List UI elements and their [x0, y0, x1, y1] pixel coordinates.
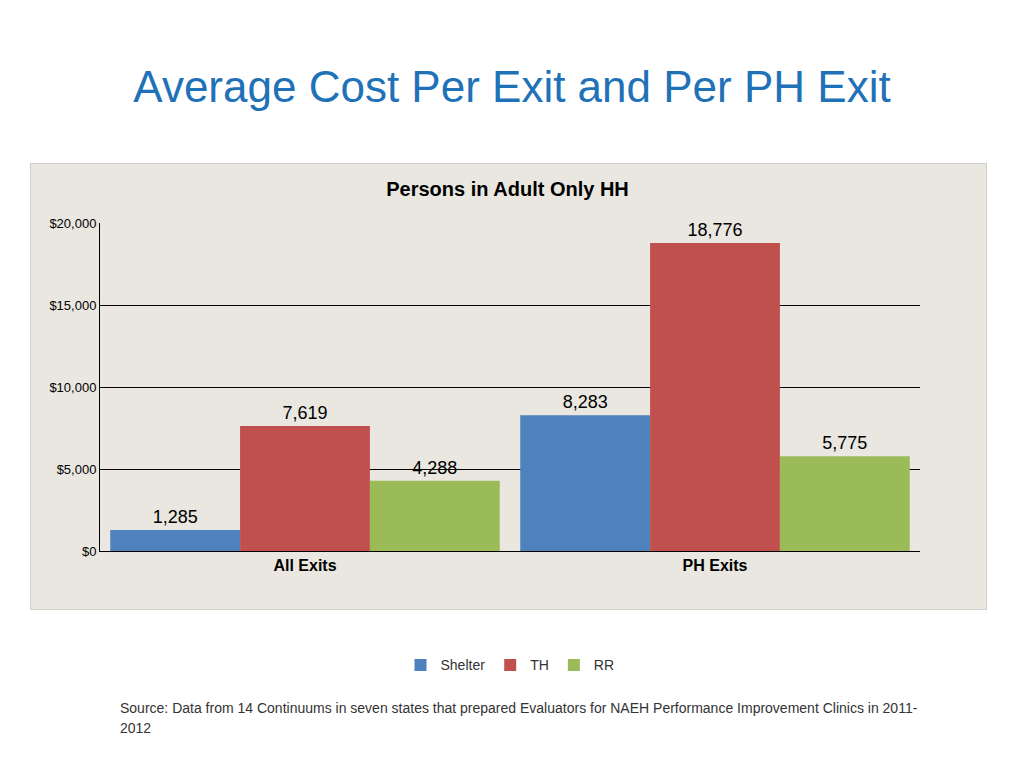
- svg-text:5,775: 5,775: [822, 433, 867, 453]
- html-text:Average Cost Per Exit and Per: Average Cost Per Exit and Per PH Exit: [133, 62, 891, 111]
- svg-text:$5,000: $5,000: [57, 462, 97, 477]
- svg-text:$20,000: $20,000: [49, 216, 96, 231]
- svg-text:$15,000: $15,000: [49, 298, 96, 313]
- svg-text:8,283: 8,283: [563, 392, 608, 412]
- svg-text:1,285: 1,285: [153, 507, 198, 527]
- html-text:Source: Data from 14 Continuum: Source: Data from 14 Continuums in seven…: [120, 700, 918, 736]
- svg-text:$10,000: $10,000: [49, 380, 96, 395]
- svg-text:$0: $0: [82, 544, 96, 559]
- svg-text:7,619: 7,619: [282, 403, 327, 423]
- svg-text:All Exits: All Exits: [273, 557, 336, 574]
- svg-text:Shelter: Shelter: [441, 657, 486, 673]
- svg-text:RR: RR: [594, 657, 614, 673]
- svg-text:4,288: 4,288: [412, 458, 457, 478]
- svg-text:PH Exits: PH Exits: [683, 557, 748, 574]
- svg-text:TH: TH: [530, 657, 549, 673]
- svg-text:Persons in Adult Only HH: Persons in Adult Only HH: [386, 178, 629, 200]
- svg-text:18,776: 18,776: [687, 220, 742, 240]
